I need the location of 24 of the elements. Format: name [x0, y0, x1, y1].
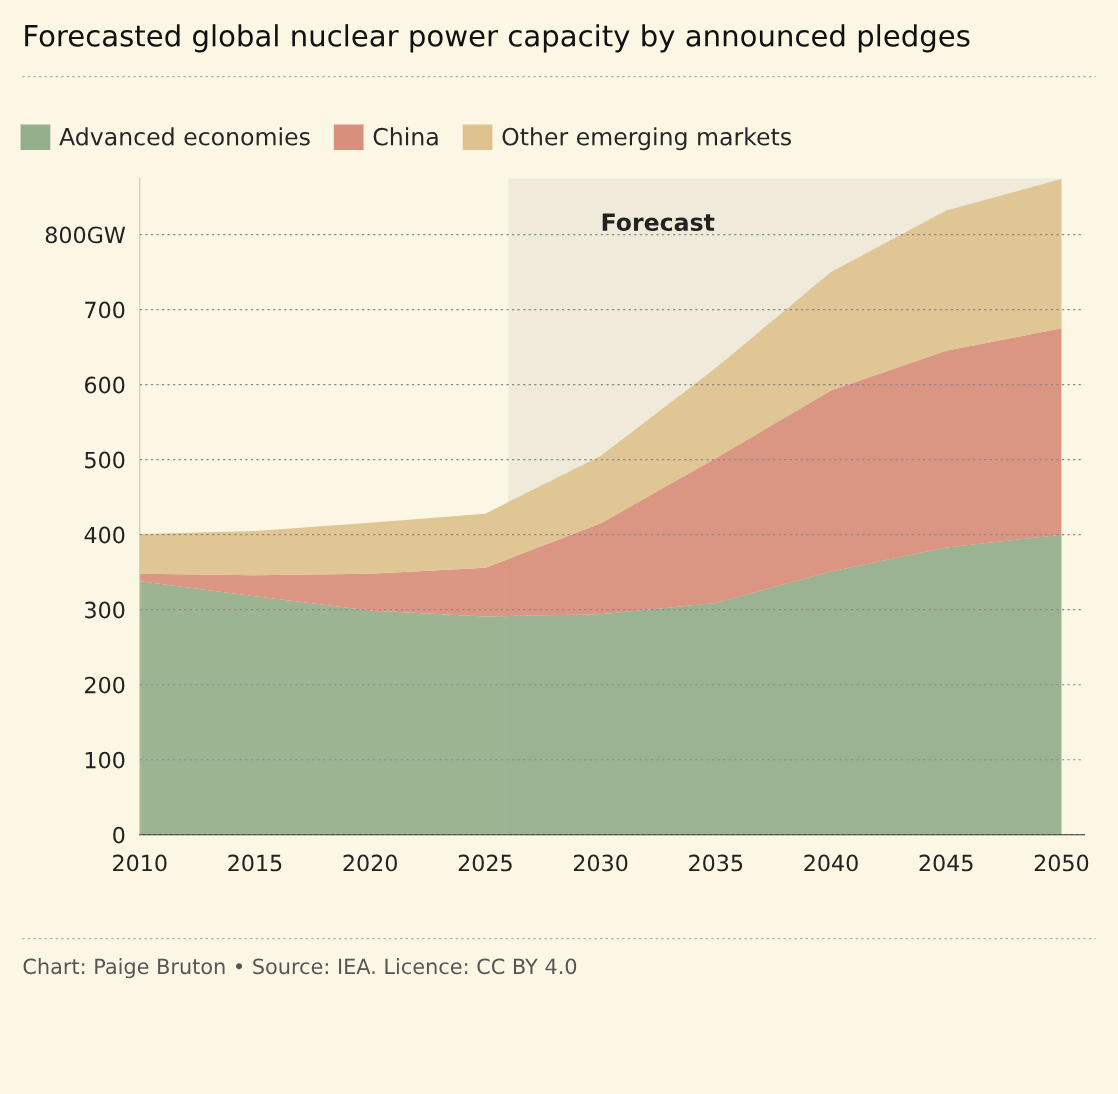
legend-label: Advanced economies — [59, 127, 310, 146]
y-tick-label: 300 — [85, 601, 125, 619]
x-tick-label: 2045 — [919, 854, 973, 872]
text: Chart: Paige Bruton • Source: IEA. Licence: CC BY 4.0 — [23, 958, 577, 979]
x-tick-label: 2030 — [573, 854, 628, 872]
y-tick-label: 800GW — [45, 226, 126, 244]
legend-label: Other emerging markets — [502, 127, 791, 151]
y-tick-label: 200 — [85, 676, 125, 694]
y-tick-label: 700 — [85, 301, 125, 319]
y-tick-label: 600 — [85, 376, 125, 394]
y-tick-label: 0 — [113, 826, 125, 844]
x-tick-label: 2010 — [113, 854, 167, 872]
chart-title: Forecasted global nuclear power capacity by announced pledges — [25, 24, 970, 53]
x-tick-label: 2025 — [458, 854, 512, 872]
x-tick-label: 2050 — [1034, 854, 1089, 872]
y-tick-label: 100 — [85, 751, 125, 769]
x-tick-label: 2040 — [804, 854, 858, 872]
legend-label: China — [373, 127, 438, 146]
y-tick-label: 400 — [84, 526, 125, 544]
y-tick-label: 500 — [85, 451, 125, 469]
band-label: Forecast — [602, 213, 715, 232]
x-tick-label: 2035 — [689, 854, 743, 872]
x-tick-label: 2015 — [228, 854, 282, 872]
x-tick-label: 2020 — [343, 854, 397, 872]
